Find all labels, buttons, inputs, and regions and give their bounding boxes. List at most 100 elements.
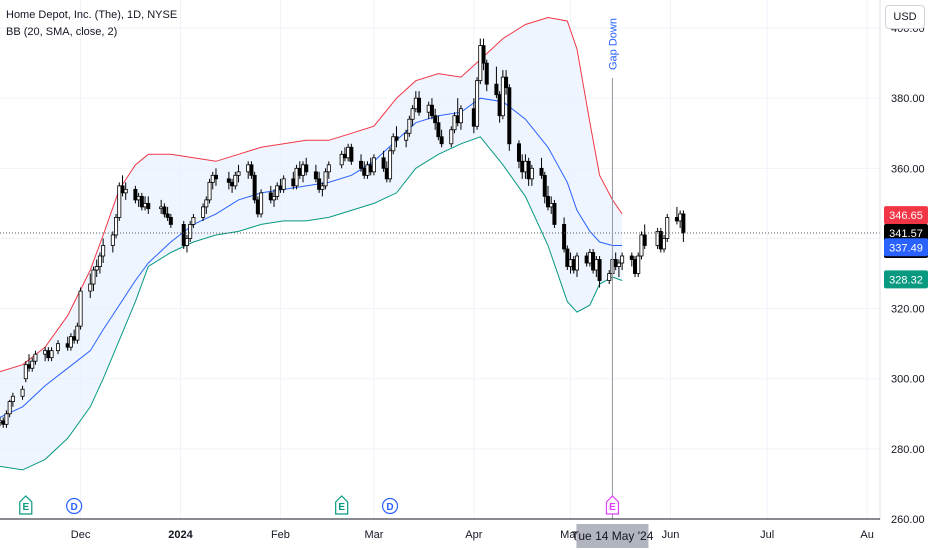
candle [484,59,489,92]
candle [394,126,399,148]
svg-text:341.57: 341.57 [889,228,923,240]
candle [407,115,412,137]
candle [529,164,534,186]
candle [7,399,12,418]
time-tick-label: Jun [662,529,680,541]
candle [458,105,463,130]
svg-text:E: E [338,502,345,513]
candle [404,129,409,148]
bollinger-lower-line [0,136,623,471]
candle [184,234,189,253]
candle [681,210,686,242]
svg-text:D: D [71,502,78,513]
lower-band-price-badge: 328.32 [884,270,928,289]
candle [642,224,647,249]
crosshair-date-label: Tue 14 May '24 [572,529,654,543]
svg-text:337.49: 337.49 [889,242,923,254]
bollinger-basis-line [0,97,623,418]
candle [120,175,125,197]
candle [320,182,325,197]
candle [20,385,25,400]
price-tick-label: 320.00 [891,304,925,316]
candle [204,196,209,214]
candle [313,164,318,183]
time-tick-label: 2024 [168,529,193,541]
price-tick-label: 260.00 [891,514,925,526]
candle [552,199,557,228]
basis-price-badge: 337.49 [884,238,928,257]
candle [139,192,144,211]
candle [294,164,299,190]
candle [639,231,644,260]
candle [88,273,93,299]
candle [410,105,415,127]
crosshair-date-badge: Tue 14 May '24 [572,524,654,548]
candles [0,38,686,428]
time-axis[interactable]: Dec 2024 Feb Mar Apr May Jun Jul Au [71,529,874,541]
candle [433,108,438,130]
candle [255,196,260,218]
candle [629,252,634,267]
price-tick-label: 360.00 [891,163,925,175]
candle [665,213,670,242]
candle [391,133,396,155]
time-tick-label: Apr [465,529,482,541]
price-tick-label: 380.00 [891,93,925,105]
dividend-event-icon[interactable]: D [381,497,399,515]
candle [213,168,218,186]
candle [252,171,257,204]
bollinger-band-fill [0,17,623,470]
candle [91,266,96,292]
earnings-event-icon[interactable]: E [605,495,620,515]
candle [674,206,679,225]
svg-text:E: E [609,502,616,513]
earnings-event-icon[interactable]: E [335,495,349,515]
candle [110,231,115,253]
time-tick-label: Feb [271,529,290,541]
price-tick-label: 300.00 [891,374,925,386]
candle [249,161,254,179]
candle [452,112,457,134]
candle [574,252,579,278]
chart-title: Home Depot, Inc. (The), 1D, NYSE [6,9,178,21]
candle [591,248,596,274]
candle [620,252,625,271]
candle [359,154,364,172]
candle [655,227,660,249]
currency-button[interactable]: USD [885,5,925,29]
candle [207,178,212,204]
time-tick-label: Au [860,529,873,541]
candle [133,185,138,204]
candle [275,182,280,200]
candle [101,238,106,264]
candle [146,196,151,214]
candle [562,217,567,253]
candle [30,357,35,372]
candle [481,38,486,71]
earnings-event-icon[interactable]: E [19,495,33,515]
candle [349,143,354,165]
candle [188,220,193,242]
time-tick-label: Dec [71,529,91,541]
candle [504,70,509,95]
candle [597,255,602,288]
indicator-legend[interactable]: BB (20, SMA, close, 2) [6,26,118,38]
time-tick-label: Jul [760,529,774,541]
upper-band-price-badge: 346.65 [884,206,928,225]
candle [542,171,547,204]
candle [162,203,167,218]
candle [326,161,331,179]
candle [607,270,612,285]
svg-text:E: E [22,502,29,513]
bollinger-upper-line [0,16,623,373]
candle [191,213,196,228]
dividend-event-icon[interactable]: D [66,497,83,515]
candle [516,140,521,169]
candle [68,333,73,351]
candle [56,340,61,355]
svg-text:346.65: 346.65 [889,210,923,222]
candle [114,213,119,239]
candle [436,115,441,141]
candle [4,410,9,428]
